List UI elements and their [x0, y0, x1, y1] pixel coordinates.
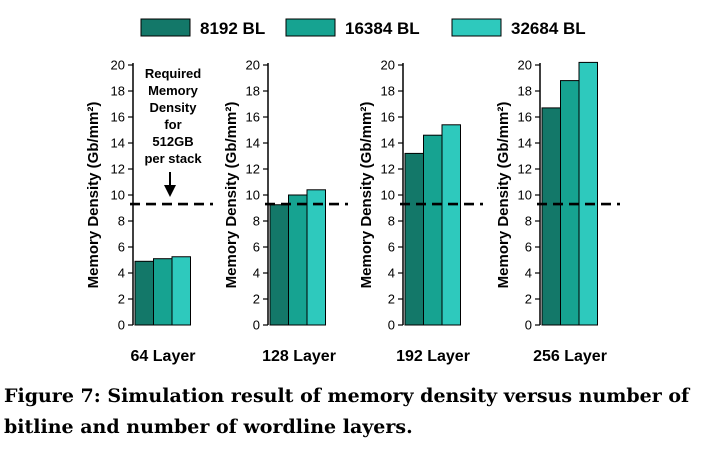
y-tick-label: 6 [253, 240, 260, 255]
bar-64-layer-series-3 [171, 256, 191, 326]
y-tick-label: 18 [246, 84, 260, 99]
annotation-line-4: for [164, 117, 181, 132]
y-tick-label: 18 [111, 84, 125, 99]
y-tick-label: 20 [518, 58, 532, 73]
bar-64-layer-series-2 [153, 258, 173, 326]
figure-caption: Figure 7: Simulation result of memory de… [4, 385, 690, 438]
bar-128-layer-series-2 [288, 194, 308, 326]
y-tick-label: 14 [381, 136, 395, 151]
annotation-line-1: Required [145, 66, 201, 81]
y-axis-label-3: Memory Density (Gb/mm²) [358, 102, 375, 289]
bar-128-layer-series-1 [269, 204, 289, 326]
legend-swatch-3 [451, 18, 502, 37]
y-tick-label: 12 [246, 162, 260, 177]
bar-192-layer-series-1 [404, 152, 424, 326]
y-tick-label: 2 [388, 292, 395, 307]
y-tick-label: 0 [388, 318, 395, 333]
y-tick-label: 20 [246, 58, 260, 73]
y-tick-label: 20 [381, 58, 395, 73]
y-tick-label: 10 [381, 188, 395, 203]
y-tick-label: 16 [111, 110, 125, 125]
legend-label-3: 32684 BL [511, 19, 586, 38]
annotation-line-3: Density [150, 100, 198, 115]
annotation-line-6: per stack [144, 151, 202, 166]
y-tick-label: 10 [246, 188, 260, 203]
y-tick-label: 12 [111, 162, 125, 177]
annotation-line-5: 512GB [152, 134, 193, 149]
legend-swatch-2 [285, 18, 336, 37]
y-tick-label: 18 [518, 84, 532, 99]
y-tick-label: 14 [111, 136, 125, 151]
y-axis-label-1: Memory Density (Gb/mm²) [85, 102, 102, 289]
bar-64-layer-series-1 [134, 260, 154, 326]
y-tick-label: 16 [518, 110, 532, 125]
y-tick-label: 6 [525, 240, 532, 255]
y-tick-label: 2 [118, 292, 125, 307]
y-tick-label: 8 [253, 214, 260, 229]
legend-swatch-1 [140, 18, 191, 37]
y-tick-label: 6 [118, 240, 125, 255]
x-axis-label-4: 256 Layer [533, 348, 607, 365]
bar-128-layer-series-3 [306, 189, 326, 326]
y-tick-label: 4 [525, 266, 532, 281]
bar-256-layer-series-1 [541, 107, 561, 326]
legend-label-1: 8192 BL [200, 19, 265, 38]
y-axis-label-4: Memory Density (Gb/mm²) [495, 102, 512, 289]
bar-256-layer-series-3 [578, 61, 598, 326]
y-tick-label: 0 [525, 318, 532, 333]
y-tick-label: 4 [118, 266, 125, 281]
bar-192-layer-series-3 [441, 124, 461, 326]
y-tick-label: 2 [253, 292, 260, 307]
x-axis-label-2: 128 Layer [262, 348, 336, 365]
bar-192-layer-series-2 [423, 134, 443, 326]
y-tick-label: 2 [525, 292, 532, 307]
y-tick-label: 12 [518, 162, 532, 177]
y-tick-label: 12 [381, 162, 395, 177]
y-axis-label-2: Memory Density (Gb/mm²) [223, 102, 240, 289]
y-tick-label: 16 [381, 110, 395, 125]
annotation-arrow-head [164, 185, 176, 197]
x-axis-label-3: 192 Layer [396, 348, 470, 365]
y-tick-label: 8 [118, 214, 125, 229]
y-tick-label: 14 [518, 136, 532, 151]
legend-label-2: 16384 BL [345, 19, 420, 38]
y-tick-label: 6 [388, 240, 395, 255]
y-tick-label: 4 [253, 266, 260, 281]
y-tick-label: 18 [381, 84, 395, 99]
x-axis-label-1: 64 Layer [131, 348, 196, 365]
bar-256-layer-series-2 [560, 80, 580, 326]
figure-chart: 8192 BL 16384 BL 32684 BL02468101214161820… [85, 18, 620, 365]
y-tick-label: 4 [388, 266, 395, 281]
y-tick-label: 8 [525, 214, 532, 229]
y-tick-label: 10 [111, 188, 125, 203]
annotation-line-2: Memory [148, 83, 199, 98]
y-tick-label: 0 [253, 318, 260, 333]
y-tick-label: 10 [518, 188, 532, 203]
y-tick-label: 14 [246, 136, 260, 151]
y-tick-label: 16 [246, 110, 260, 125]
y-tick-label: 0 [118, 318, 125, 333]
y-tick-label: 20 [111, 58, 125, 73]
y-tick-label: 8 [388, 214, 395, 229]
